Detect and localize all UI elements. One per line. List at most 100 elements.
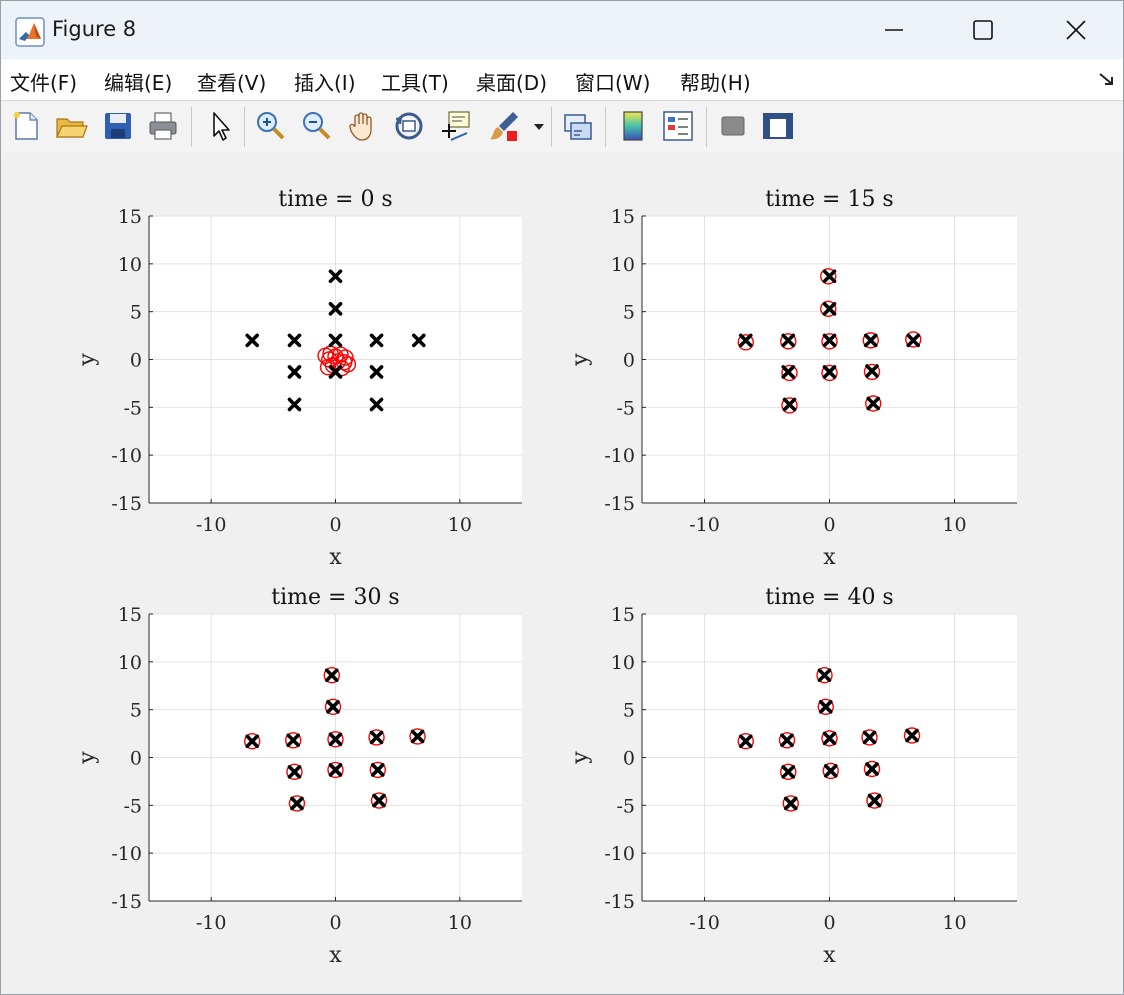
minimize-button[interactable] bbox=[849, 5, 941, 55]
save-icon[interactable] bbox=[101, 109, 135, 143]
circle-marker bbox=[822, 762, 839, 780]
circle-marker bbox=[323, 667, 340, 684]
cross-marker bbox=[372, 793, 386, 808]
minimize-icon bbox=[885, 29, 903, 31]
y-tick-label: 0 bbox=[130, 350, 142, 372]
cross-stroke bbox=[326, 699, 340, 714]
circle-marker bbox=[327, 731, 344, 748]
menu-help[interactable]: 帮助(H) bbox=[680, 71, 751, 95]
circle-marker bbox=[821, 730, 838, 747]
cross-marker bbox=[328, 269, 343, 284]
new-figure-icon[interactable] bbox=[9, 109, 43, 143]
cross-marker bbox=[865, 364, 879, 378]
y-tick-label: 0 bbox=[623, 748, 635, 770]
y-tick-label: 0 bbox=[623, 350, 635, 372]
circle-marker bbox=[866, 792, 883, 809]
figure-toolbar bbox=[1, 100, 1123, 154]
cross-marker bbox=[906, 333, 921, 348]
brush-dropdown-icon[interactable] bbox=[531, 109, 547, 143]
menu-desktop[interactable]: 桌面(D) bbox=[476, 71, 548, 95]
cross-stroke bbox=[324, 668, 339, 683]
cross-marker bbox=[412, 333, 426, 348]
cross-marker bbox=[328, 365, 343, 379]
cross-marker bbox=[822, 269, 837, 284]
circle-marker bbox=[905, 331, 922, 348]
circle-marker bbox=[782, 795, 799, 812]
y-tick-label: 0 bbox=[130, 748, 142, 770]
y-tick-label: -15 bbox=[111, 493, 142, 515]
cross-marker bbox=[290, 796, 304, 811]
cross-stroke bbox=[245, 734, 259, 749]
menu-view[interactable]: 查看(V) bbox=[197, 71, 267, 95]
cross-stroke bbox=[328, 365, 343, 379]
axes-title: time = 0 s bbox=[278, 187, 392, 212]
circle-marker bbox=[821, 364, 838, 382]
cross-marker bbox=[245, 333, 259, 348]
cross-stroke bbox=[369, 397, 384, 412]
y-tick-label: -5 bbox=[123, 795, 142, 817]
menu-insert[interactable]: 插入(I) bbox=[294, 71, 356, 95]
x-tick-label: -10 bbox=[689, 912, 720, 934]
open-file-icon[interactable] bbox=[54, 109, 88, 143]
cross-stroke bbox=[287, 365, 302, 379]
cross-marker bbox=[369, 333, 384, 348]
close-button[interactable] bbox=[1031, 5, 1123, 55]
circle-marker bbox=[862, 332, 879, 349]
window-title: Figure 8 bbox=[52, 17, 137, 41]
circle-marker bbox=[778, 732, 796, 749]
cross-stroke bbox=[328, 763, 343, 777]
hide-plot-tools-icon[interactable] bbox=[716, 109, 750, 143]
cross-stroke bbox=[866, 396, 881, 411]
maximize-button[interactable] bbox=[937, 5, 1029, 55]
show-plot-tools-icon[interactable] bbox=[761, 109, 795, 143]
figure-canvas[interactable]: -10 0 10 -15 -10 -5 0 5 10 15 time = 0 s x y -10 0 10 -1… bbox=[1, 153, 1123, 994]
circle-marker bbox=[817, 698, 834, 715]
zoom-in-icon[interactable] bbox=[253, 109, 287, 143]
circle-marker bbox=[865, 395, 882, 412]
print-icon[interactable] bbox=[146, 109, 180, 143]
x-tick-label: 10 bbox=[942, 912, 966, 934]
cross-stroke bbox=[905, 728, 919, 743]
menu-edit[interactable]: 编辑(E) bbox=[104, 71, 173, 95]
cross-stroke bbox=[865, 364, 879, 378]
y-tick-label: 5 bbox=[623, 302, 635, 324]
cross-marker bbox=[369, 365, 384, 379]
edit-plot-pointer-icon[interactable] bbox=[204, 109, 238, 143]
zoom-out-icon[interactable] bbox=[299, 109, 333, 143]
link-plot-icon[interactable] bbox=[561, 109, 595, 143]
cross-stroke bbox=[906, 333, 921, 348]
x-tick-label: 0 bbox=[823, 912, 835, 934]
circle-marker bbox=[816, 667, 833, 684]
pan-hand-icon[interactable] bbox=[346, 109, 380, 143]
cross-stroke bbox=[781, 333, 796, 348]
menu-file[interactable]: 文件(F) bbox=[10, 71, 78, 95]
cross-stroke bbox=[328, 301, 343, 316]
cross-marker bbox=[782, 397, 797, 412]
cross-marker bbox=[369, 397, 384, 412]
colorbar-icon[interactable] bbox=[616, 109, 650, 143]
circle-marker bbox=[285, 732, 302, 749]
dock-arrow-icon[interactable] bbox=[1098, 72, 1116, 88]
menu-window[interactable]: 窗口(W) bbox=[575, 71, 651, 95]
cross-stroke bbox=[738, 734, 753, 749]
cross-marker bbox=[369, 730, 384, 745]
cross-stroke bbox=[369, 730, 384, 745]
cross-marker bbox=[822, 333, 837, 348]
data-cursor-icon[interactable] bbox=[439, 109, 473, 143]
y-tick-label: 10 bbox=[611, 652, 635, 674]
rotate-3d-icon[interactable] bbox=[392, 109, 426, 143]
cross-stroke bbox=[817, 668, 832, 683]
circle-marker bbox=[781, 364, 798, 382]
cross-marker bbox=[867, 793, 882, 808]
cross-marker bbox=[328, 763, 343, 777]
axes-3: -10 0 10 -15 -10 -5 0 5 10 15 time = 30 s x y bbox=[75, 585, 522, 968]
cross-stroke bbox=[328, 732, 343, 747]
title-bar[interactable]: Figure 8 bbox=[1, 1, 1123, 59]
cross-marker bbox=[328, 301, 343, 316]
cross-stroke bbox=[412, 333, 426, 348]
maximize-icon bbox=[973, 20, 993, 40]
legend-icon[interactable] bbox=[661, 109, 695, 143]
menu-tools[interactable]: 工具(T) bbox=[381, 71, 449, 95]
cross-marker bbox=[781, 765, 796, 779]
brush-icon[interactable] bbox=[487, 109, 521, 143]
